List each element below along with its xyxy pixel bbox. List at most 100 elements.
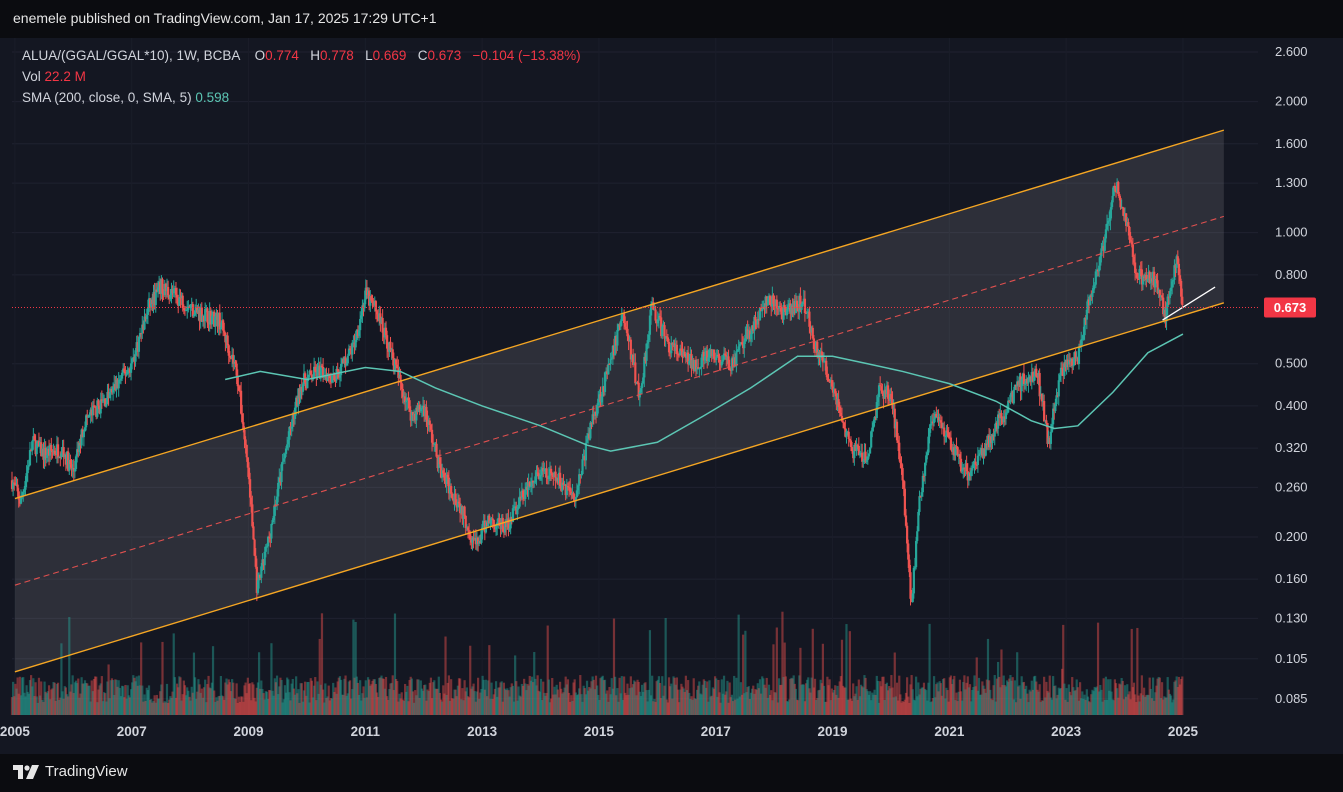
candle-body: [651, 302, 654, 305]
candle-body: [938, 420, 941, 422]
candle-body: [884, 389, 887, 394]
volume-bar: [826, 676, 829, 715]
candle-body: [547, 475, 550, 480]
candle-body: [74, 456, 78, 469]
candle-body: [307, 374, 310, 378]
volume-bar: [453, 689, 456, 715]
candle-body: [136, 342, 139, 352]
y-tick-label: 0.800: [1275, 267, 1308, 282]
volume-bar: [521, 685, 525, 715]
volume-bar: [848, 631, 851, 715]
candle-body: [1108, 220, 1111, 222]
candle-body: [105, 403, 108, 407]
candle-body: [313, 366, 316, 379]
candle-body: [438, 457, 442, 465]
volume-bar: [548, 702, 552, 715]
candle-body: [611, 345, 614, 358]
volume-bar: [409, 676, 412, 715]
candle-body: [406, 398, 409, 401]
candle-body: [415, 407, 418, 421]
volume-bar: [747, 686, 750, 715]
volume-bar: [962, 682, 965, 715]
candle-body: [424, 406, 427, 417]
volume-bar: [1103, 699, 1106, 715]
candle-body: [1101, 245, 1104, 249]
candle-body: [695, 367, 699, 370]
volume-bar: [1172, 699, 1175, 715]
volume-bar: [183, 685, 187, 715]
y-axis[interactable]: 2.6002.0001.6001.3001.0000.8000.5000.400…: [1275, 44, 1308, 706]
candle-body: [24, 481, 27, 490]
candle-body: [1089, 295, 1092, 306]
volume-bar: [382, 678, 385, 715]
legend-sma-row[interactable]: SMA (200, close, 0, SMA, 5) 0.598: [22, 87, 581, 108]
volume-bar: [876, 680, 880, 715]
volume-bar: [968, 684, 972, 715]
legend-ohlc-row[interactable]: ALUA/(GGAL/GGAL*10), 1W, BCBA O0.774 H0.…: [22, 45, 581, 66]
candle-body: [964, 463, 967, 468]
candle-body: [843, 422, 846, 429]
candle-body: [629, 339, 632, 360]
volume-bar: [189, 700, 192, 715]
candle-body: [818, 352, 821, 359]
volume-bar: [64, 687, 68, 715]
candle-body: [578, 474, 581, 486]
candle-body: [266, 536, 270, 547]
candle-body: [1172, 280, 1175, 282]
volume-bar: [506, 688, 509, 715]
candle-body: [268, 536, 271, 538]
candle-body: [730, 358, 734, 371]
candle-body: [1128, 226, 1131, 240]
candle-body: [932, 418, 936, 424]
candle-body: [102, 398, 106, 401]
candle-body: [819, 351, 822, 359]
volume-bar: [1148, 677, 1151, 715]
candle-body: [1171, 281, 1174, 288]
volume-bar: [37, 677, 41, 715]
candle-body: [807, 311, 810, 313]
candle-body: [280, 464, 283, 483]
candle-body: [663, 325, 666, 339]
volume-bar: [555, 684, 558, 715]
volume-bar: [598, 699, 601, 715]
volume-bar: [49, 699, 52, 715]
candle-body: [299, 386, 302, 399]
candle-body: [23, 489, 26, 493]
volume-bar: [161, 641, 164, 715]
volume-bar: [180, 700, 183, 715]
candle-body: [621, 313, 625, 316]
volume-bar: [361, 693, 364, 715]
legend-volume-row[interactable]: Vol 22.2 M: [22, 66, 581, 87]
volume-bar: [105, 701, 108, 715]
volume-bar: [637, 681, 640, 715]
candle-body: [273, 504, 276, 516]
candle-body: [689, 353, 692, 361]
volume-bar: [332, 682, 335, 715]
volume-bar: [16, 677, 19, 715]
volume-bar: [644, 682, 647, 715]
candle-body: [281, 461, 284, 465]
tradingview-logo[interactable]: TradingView: [13, 763, 128, 780]
volume-bar: [694, 699, 698, 715]
volume-bar: [922, 682, 926, 715]
symbol-name[interactable]: ALUA/(GGAL/GGAL*10), 1W, BCBA: [22, 48, 240, 63]
volume-bar: [947, 701, 950, 715]
candle-body: [41, 448, 44, 457]
candle-body: [947, 432, 950, 438]
candle-body: [365, 287, 369, 296]
volume-bar: [269, 690, 272, 715]
x-axis[interactable]: 2005 2007 2009 2011 2013 2015 2017 2019 2021 2023…: [0, 724, 1198, 739]
candle-body: [255, 566, 258, 593]
volume-bar: [255, 687, 258, 715]
candle-body: [523, 496, 526, 499]
candle-body: [1013, 384, 1017, 390]
volume-bar: [949, 675, 953, 715]
volume-bar: [566, 679, 570, 715]
candle-body: [38, 442, 42, 447]
candle-body: [391, 349, 394, 359]
volume-bar: [883, 699, 886, 715]
volume-bar: [1041, 700, 1045, 715]
price-chart[interactable]: 0.673 2.6002.0001.6001.3001.0000.8000.50…: [0, 38, 1343, 754]
volume-bar: [519, 696, 522, 715]
volume-bar: [1028, 689, 1031, 715]
